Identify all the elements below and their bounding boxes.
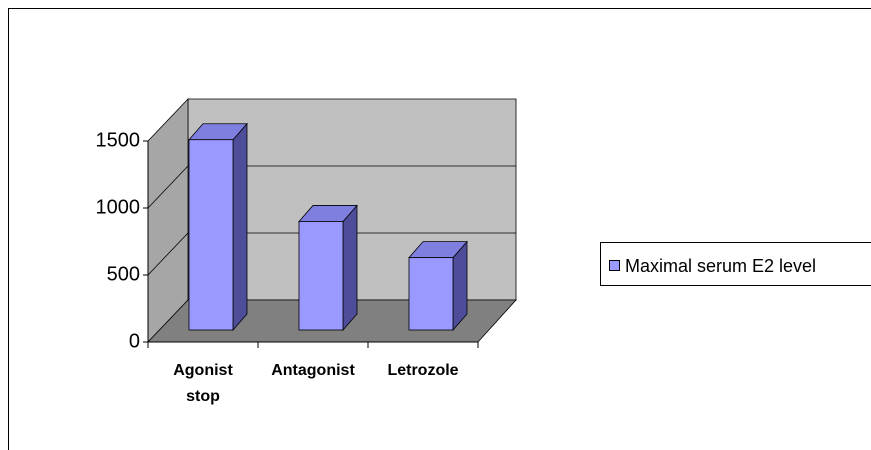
y-tick-label: 1500 [96, 129, 141, 151]
side-wall [147, 98, 189, 343]
grid-line [147, 232, 189, 276]
x-tick-label: Antagonist [271, 362, 355, 379]
y-tick-label: 1000 [96, 196, 141, 218]
bar-side [342, 204, 358, 332]
grid-line [147, 165, 189, 209]
bar [298, 221, 344, 331]
x-tick-label: Letrozole [387, 362, 459, 379]
y-tick-label: 500 [107, 263, 140, 285]
legend [600, 242, 871, 286]
y-tick-label: 0 [129, 330, 140, 352]
legend-swatch [609, 260, 620, 271]
x-tick-label: Agonist stop [173, 362, 233, 405]
bar-side [232, 122, 248, 332]
bar [408, 257, 454, 331]
legend-label: Maximal serum E2 level [625, 256, 816, 276]
bar [188, 139, 234, 331]
